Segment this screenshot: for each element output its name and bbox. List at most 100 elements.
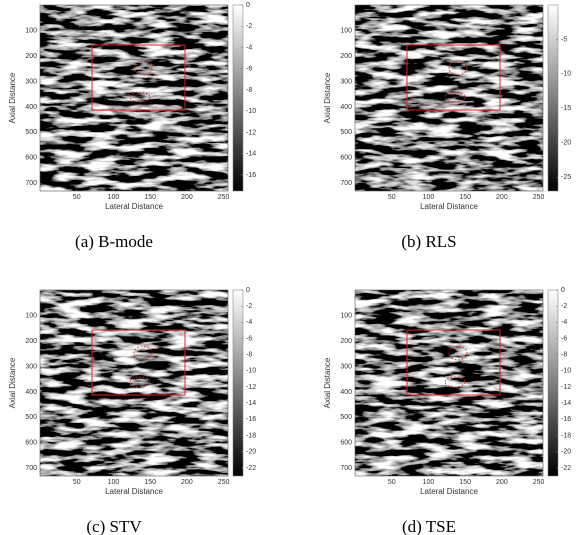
roi-ellipse	[448, 345, 468, 361]
y-tick-label: 300	[340, 78, 352, 85]
colorbar-tick-label: -25	[561, 174, 571, 181]
colorbar-tick-label: -8	[561, 352, 567, 359]
y-tick-label: 400	[340, 104, 352, 111]
colorbar-tick-label: -5	[561, 36, 567, 43]
y-tick-label: 500	[25, 129, 37, 136]
colorbar-tick-label: -12	[246, 384, 256, 391]
x-axis-label: Lateral Distance	[420, 487, 478, 496]
roi-box	[406, 329, 501, 396]
x-tick-label: 50	[73, 479, 81, 486]
roi-ellipse	[133, 345, 153, 361]
ultrasound-image	[355, 290, 543, 476]
y-tick-label: 500	[25, 414, 37, 421]
colorbar-tick-label: -20	[246, 449, 256, 456]
y-tick-label: 100	[25, 312, 37, 319]
y-tick-label: 600	[340, 155, 352, 162]
x-tick-label: 150	[144, 479, 156, 486]
roi-box	[91, 329, 186, 396]
y-tick-label: 100	[340, 312, 352, 319]
y-tick-label: 200	[340, 338, 352, 345]
caption: (c) STV	[86, 517, 142, 535]
y-tick-label: 400	[340, 389, 352, 396]
colorbar-tick-label: -16	[246, 172, 256, 179]
ultrasound-image	[40, 5, 228, 191]
x-tick-label: 200	[181, 194, 193, 201]
y-tick-label: 500	[340, 414, 352, 421]
y-tick-label: 600	[25, 155, 37, 162]
y-tick-label: 700	[340, 180, 352, 187]
colorbar-tick-label: 0	[561, 287, 565, 294]
x-tick-label: 250	[218, 194, 230, 201]
y-tick-label: 100	[340, 27, 352, 34]
colorbar-tick-label: 0	[246, 2, 250, 9]
colorbar-tick-label: -2	[561, 303, 567, 310]
colorbar-tick-label: 0	[246, 287, 250, 294]
x-tick-label: 100	[423, 194, 435, 201]
colorbar-tick-label: -16	[561, 416, 571, 423]
y-axis-label: Axial Distance	[323, 357, 332, 408]
plot-frame	[39, 4, 229, 192]
y-axis-label: Axial Distance	[8, 72, 17, 123]
colorbar-tick-label: -20	[561, 449, 571, 456]
colorbar-tick-label: -10	[246, 108, 256, 115]
x-tick-label: 100	[108, 479, 120, 486]
x-tick-label: 150	[459, 194, 471, 201]
y-tick-label: 700	[25, 180, 37, 187]
colorbar-tick-label: -8	[246, 87, 252, 94]
x-tick-label: 50	[388, 479, 396, 486]
colorbar-tick-label: -22	[246, 465, 256, 472]
colorbar-tick-label: -6	[246, 66, 252, 73]
y-tick-label: 200	[25, 53, 37, 60]
colorbar-tick-label: -4	[246, 44, 252, 51]
colorbar-tick-label: -18	[246, 432, 256, 439]
y-tick-label: 600	[340, 440, 352, 447]
y-tick-label: 500	[340, 129, 352, 136]
y-tick-label: 600	[25, 440, 37, 447]
colorbar-tick-label: -14	[246, 151, 256, 158]
y-axis-label: Axial Distance	[8, 357, 17, 408]
colorbar-tick-label: -10	[561, 368, 571, 375]
roi-ellipse	[444, 91, 466, 103]
roi-ellipse	[129, 376, 151, 388]
colorbar	[232, 289, 244, 477]
caption: (d) TSE	[402, 517, 456, 535]
colorbar-tick-label: -14	[561, 400, 571, 407]
colorbar-tick-label: -12	[246, 129, 256, 136]
x-tick-label: 250	[533, 479, 545, 486]
y-tick-label: 300	[25, 78, 37, 85]
plot-frame	[354, 4, 544, 192]
x-tick-label: 200	[181, 479, 193, 486]
x-tick-label: 200	[496, 479, 508, 486]
colorbar	[232, 4, 244, 192]
colorbar-tick-label: -10	[246, 368, 256, 375]
roi-box	[406, 44, 501, 111]
roi-ellipse	[444, 376, 466, 388]
x-tick-label: 50	[73, 194, 81, 201]
x-tick-label: 200	[496, 194, 508, 201]
y-tick-label: 400	[25, 389, 37, 396]
colorbar-tick-label: -4	[246, 319, 252, 326]
plot-frame	[39, 289, 229, 477]
colorbar	[547, 4, 559, 192]
colorbar-tick-label: -6	[561, 335, 567, 342]
roi-box	[91, 44, 186, 111]
x-axis-label: Lateral Distance	[105, 487, 163, 496]
x-axis-label: Lateral Distance	[105, 202, 163, 211]
y-tick-label: 300	[25, 363, 37, 370]
colorbar-tick-label: -12	[561, 384, 571, 391]
y-tick-label: 400	[25, 104, 37, 111]
x-tick-label: 250	[533, 194, 545, 201]
plot-frame	[354, 289, 544, 477]
roi-ellipse	[133, 60, 153, 76]
colorbar-tick-label: -4	[561, 319, 567, 326]
colorbar-tick-label: -15	[561, 105, 571, 112]
colorbar-tick-label: -2	[246, 303, 252, 310]
caption: (b) RLS	[401, 232, 456, 251]
colorbar-tick-label: -2	[246, 23, 252, 30]
colorbar-tick-label: -16	[246, 416, 256, 423]
y-axis-label: Axial Distance	[323, 72, 332, 123]
colorbar-tick-label: -10	[561, 71, 571, 78]
y-tick-label: 300	[340, 363, 352, 370]
y-tick-label: 700	[25, 465, 37, 472]
